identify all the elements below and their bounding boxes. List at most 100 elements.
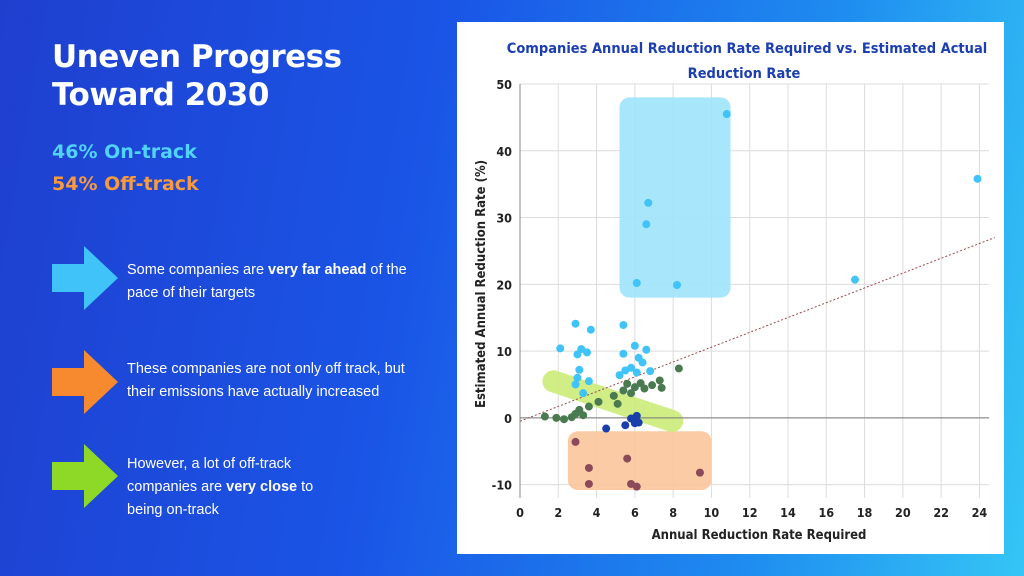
data-point <box>630 383 639 392</box>
data-point <box>584 377 593 386</box>
arrow-orange-shape <box>52 350 118 414</box>
highlight-region-close <box>542 370 684 433</box>
data-point <box>621 421 630 430</box>
y-tick-label: 20 <box>496 277 512 292</box>
data-point <box>594 397 603 406</box>
data-point <box>586 325 595 334</box>
data-points <box>540 110 982 491</box>
x-axis-label: Annual Reduction Rate Required <box>652 528 867 543</box>
data-point <box>602 424 611 433</box>
note-3-prefix: However, a lot of off-track companies ar… <box>127 456 292 495</box>
off-track-stat: 54% Off-track <box>52 173 199 195</box>
note-2-text: These companies are not only off track, … <box>127 361 405 400</box>
data-point <box>573 373 582 382</box>
arrow-blue-shape <box>52 246 118 310</box>
data-point <box>571 319 580 328</box>
data-point <box>632 368 641 377</box>
data-point <box>623 454 632 463</box>
x-tick-label: 20 <box>895 505 911 520</box>
data-point <box>621 366 630 375</box>
x-tick-label: 16 <box>818 505 834 520</box>
data-point <box>584 463 593 472</box>
x-tick-label: 18 <box>857 505 873 520</box>
note-far-ahead: Some companies are very far ahead of the… <box>127 259 437 305</box>
on-track-stat: 46% On-track <box>52 141 197 163</box>
x-tick-label: 4 <box>593 505 601 520</box>
trendline <box>519 237 995 422</box>
data-point <box>851 275 859 284</box>
data-point <box>672 280 681 289</box>
data-point <box>632 411 641 420</box>
data-point <box>632 278 641 287</box>
slide-title-line1: Uneven Progress <box>52 39 342 75</box>
y-tick-label: 0 <box>504 411 512 426</box>
data-point <box>584 479 593 488</box>
y-axis-label: Estimated Annual Reduction Rate (%) <box>474 160 489 408</box>
chart-title-line2: Reduction Rate <box>688 66 801 82</box>
arrow-right-icon <box>52 350 118 414</box>
data-point <box>646 367 655 376</box>
note-1-suffix: of the pace of their targets <box>127 262 407 301</box>
data-point <box>632 482 641 491</box>
data-point <box>615 371 624 380</box>
data-point <box>630 341 639 350</box>
y-tick-label: 10 <box>496 344 512 359</box>
data-point <box>638 358 647 367</box>
data-point <box>619 349 628 358</box>
data-point <box>644 198 653 207</box>
note-3-bold: very close <box>226 479 298 495</box>
y-tick-label: 50 <box>496 77 512 92</box>
slide-title: Uneven Progress Toward 2030 <box>52 38 412 114</box>
y-tick-label: -10 <box>492 478 512 493</box>
data-point <box>571 437 580 446</box>
data-point <box>722 110 731 119</box>
data-point <box>583 348 591 357</box>
x-tick-label: 14 <box>780 505 796 520</box>
note-3-suffix: to being on-track <box>127 479 314 518</box>
x-tick-label: 0 <box>516 505 524 520</box>
axes <box>519 84 989 498</box>
data-point <box>642 220 651 229</box>
y-tick-label: 30 <box>496 211 512 226</box>
note-1-prefix: Some companies are <box>127 262 269 278</box>
note-1-bold: very far ahead <box>268 262 367 278</box>
data-point <box>674 364 683 373</box>
data-point <box>573 350 582 359</box>
highlight-region-increased <box>567 431 712 490</box>
data-point <box>552 413 561 422</box>
data-point <box>640 384 649 393</box>
chart-title-line1: Companies Annual Reduction Rate Required… <box>507 41 987 57</box>
note-close: However, a lot of off-track companies ar… <box>127 453 337 522</box>
x-tick-label: 12 <box>742 505 758 520</box>
arrow-right-icon <box>52 444 118 508</box>
data-point <box>556 344 565 353</box>
data-point <box>560 415 569 424</box>
x-tick-label: 24 <box>972 505 988 520</box>
x-tick-label: 10 <box>704 505 720 520</box>
data-point <box>634 418 643 427</box>
data-point <box>657 383 666 392</box>
data-point <box>579 389 588 398</box>
note-increased: These companies are not only off track, … <box>127 358 437 404</box>
data-point <box>642 345 651 354</box>
data-point <box>619 386 628 395</box>
data-point <box>609 391 618 400</box>
data-point <box>584 402 593 411</box>
data-point <box>619 321 628 330</box>
chart-panel: 0 2 4 6 8 10 12 14 16 18 20 22 24 -10 0 10 20 30 40 50 Comp… <box>457 22 1004 554</box>
y-tick-label: 40 <box>496 144 512 159</box>
data-point <box>571 380 580 389</box>
data-point <box>648 381 657 390</box>
data-point <box>613 399 622 408</box>
data-point <box>540 412 549 421</box>
arrow-green-shape <box>52 444 118 508</box>
x-tick-label: 2 <box>554 505 562 520</box>
data-point <box>655 376 664 385</box>
x-tick-label: 6 <box>631 505 639 520</box>
highlight-region-far-ahead <box>619 97 731 298</box>
slide-title-line2: Toward 2030 <box>52 77 269 113</box>
highlight-regions <box>542 97 731 490</box>
arrow-right-icon <box>52 246 118 310</box>
x-tick-label: 8 <box>669 505 677 520</box>
